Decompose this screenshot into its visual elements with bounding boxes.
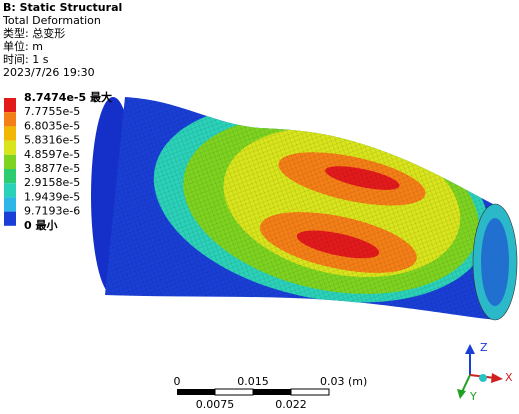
axis-triad: Z X Y bbox=[457, 341, 513, 403]
legend-label: 5.8316e-5 bbox=[24, 134, 80, 147]
legend-label: 0 最小 bbox=[24, 218, 57, 232]
scale-label: 0 bbox=[174, 375, 181, 388]
legend: 8.7474e-5 最大7.7755e-56.8035e-5 5.8316e-54… bbox=[4, 90, 112, 232]
scale-segment bbox=[253, 389, 291, 395]
header: B: Static Structural Total Deformation 类型… bbox=[3, 1, 122, 79]
header-line: 类型: 总变形 bbox=[3, 27, 66, 40]
legend-swatch bbox=[4, 169, 16, 184]
header-line: 2023/7/26 19:30 bbox=[3, 66, 95, 79]
scale-segment bbox=[214, 388, 254, 396]
header-line: 单位: m bbox=[3, 40, 43, 53]
scale-segment bbox=[177, 389, 215, 395]
legend-label: 8.7474e-5 最大 bbox=[24, 90, 112, 104]
legend-label: 6.8035e-5 bbox=[24, 119, 80, 132]
legend-label: 9.7193e-6 bbox=[24, 205, 80, 218]
axis-label: X bbox=[505, 371, 513, 384]
legend-swatch bbox=[4, 154, 16, 169]
scale-bar: 0 0.015 0.03 (m) 0.0075 0.022 bbox=[174, 375, 368, 411]
legend-swatch bbox=[4, 126, 16, 141]
axis-label: Y bbox=[469, 390, 477, 403]
legend-swatch bbox=[4, 98, 16, 113]
legend-label: 1.9439e-5 bbox=[24, 190, 80, 203]
legend-label: 2.9158e-5 bbox=[24, 176, 80, 189]
legend-swatch bbox=[4, 197, 16, 212]
axis-label: Z bbox=[480, 341, 488, 354]
legend-label: 3.8877e-5 bbox=[24, 162, 80, 175]
model bbox=[91, 97, 518, 321]
scale-label: 0.022 bbox=[275, 398, 307, 411]
scale-label: 0.03 (m) bbox=[320, 375, 367, 388]
legend-swatch bbox=[4, 211, 16, 226]
header-line: Total Deformation bbox=[3, 14, 101, 27]
legend-label: 4.8597e-5 bbox=[24, 148, 80, 161]
scale-label: 0.0075 bbox=[196, 398, 235, 411]
legend-swatch bbox=[4, 112, 16, 127]
legend-swatch bbox=[4, 183, 16, 198]
legend-label: 7.7755e-5 bbox=[24, 105, 80, 118]
legend-swatch bbox=[4, 140, 16, 155]
title: B: Static Structural bbox=[3, 1, 123, 14]
scale-label: 0.015 bbox=[237, 375, 269, 388]
header-line: 时间: 1 s bbox=[3, 53, 49, 66]
scale-segment bbox=[290, 388, 330, 396]
